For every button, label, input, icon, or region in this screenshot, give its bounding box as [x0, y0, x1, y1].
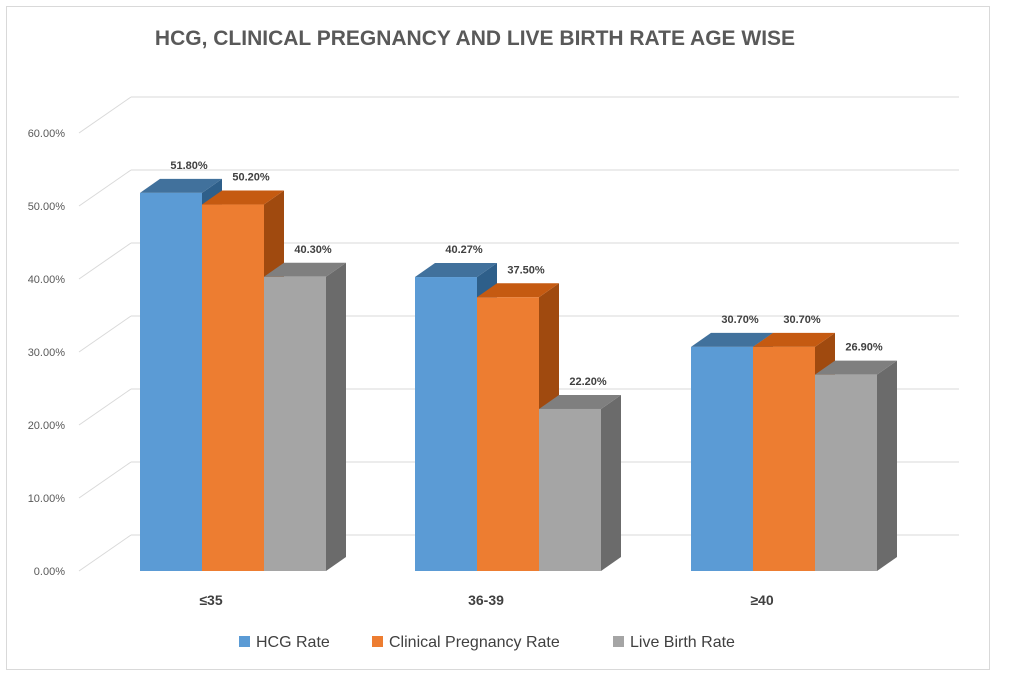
bar-front: [264, 276, 326, 571]
data-label: 40.30%: [294, 244, 332, 256]
bar-front: [415, 277, 477, 571]
y-tick-label: 40.00%: [28, 274, 66, 286]
bar-live-birth-rate: [264, 262, 346, 571]
gridline-depth: [78, 534, 132, 572]
bar-top: [691, 332, 773, 347]
bar-front: [691, 346, 753, 571]
gridline-depth: [78, 96, 132, 134]
bar-top: [202, 190, 284, 205]
bar-top: [753, 332, 835, 347]
y-tick-label: 10.00%: [28, 493, 66, 505]
data-label: 26.90%: [845, 342, 883, 354]
legend-label: HCG Rate: [256, 634, 330, 651]
bar-front: [753, 346, 815, 571]
legend-swatch: [613, 636, 624, 647]
y-tick-label: 60.00%: [28, 128, 66, 140]
data-label: 40.27%: [445, 244, 483, 256]
gridline-depth: [78, 388, 132, 426]
data-label: 50.20%: [232, 172, 270, 184]
data-label: 51.80%: [170, 160, 208, 172]
bar-live-birth-rate: [539, 394, 621, 571]
bar-top: [539, 394, 621, 409]
bar-top: [140, 178, 222, 193]
x-category-label: ≥40: [750, 592, 773, 608]
bar-front: [477, 297, 539, 571]
legend-swatch: [239, 636, 250, 647]
bar-front: [202, 204, 264, 572]
chart-title: HCG, CLINICAL PREGNANCY AND LIVE BIRTH R…: [155, 27, 795, 50]
y-tick-label: 20.00%: [28, 420, 66, 432]
gridline-depth: [78, 242, 132, 280]
bar-side: [877, 360, 897, 571]
gridline-depth: [78, 315, 132, 353]
bar-front: [140, 192, 202, 572]
legend-label: Live Birth Rate: [630, 634, 735, 651]
gridline-depth: [78, 461, 132, 499]
chart-frame: HCG, CLINICAL PREGNANCY AND LIVE BIRTH R…: [6, 6, 990, 670]
y-tick-label: 0.00%: [34, 566, 65, 578]
bar-front: [815, 374, 877, 571]
bar-side: [601, 394, 621, 571]
y-tick-label: 50.00%: [28, 201, 66, 213]
bar-front: [539, 408, 601, 571]
data-label: 30.70%: [783, 314, 821, 326]
data-label: 22.20%: [569, 376, 607, 388]
gridline-depth: [78, 169, 132, 207]
x-category-label: ≤35: [199, 592, 222, 608]
x-category-label: 36-39: [468, 592, 504, 608]
bar-top: [477, 283, 559, 298]
bar-top: [415, 263, 497, 278]
bar-top: [815, 360, 897, 375]
legend-label: Clinical Pregnancy Rate: [389, 634, 560, 651]
data-label: 30.70%: [721, 314, 759, 326]
y-tick-label: 30.00%: [28, 347, 66, 359]
bar-side: [326, 262, 346, 571]
bar-top: [264, 262, 346, 277]
bar-live-birth-rate: [815, 360, 897, 571]
chart-svg: HCG, CLINICAL PREGNANCY AND LIVE BIRTH R…: [28, 27, 959, 651]
data-label: 37.50%: [507, 264, 545, 276]
legend-swatch: [372, 636, 383, 647]
